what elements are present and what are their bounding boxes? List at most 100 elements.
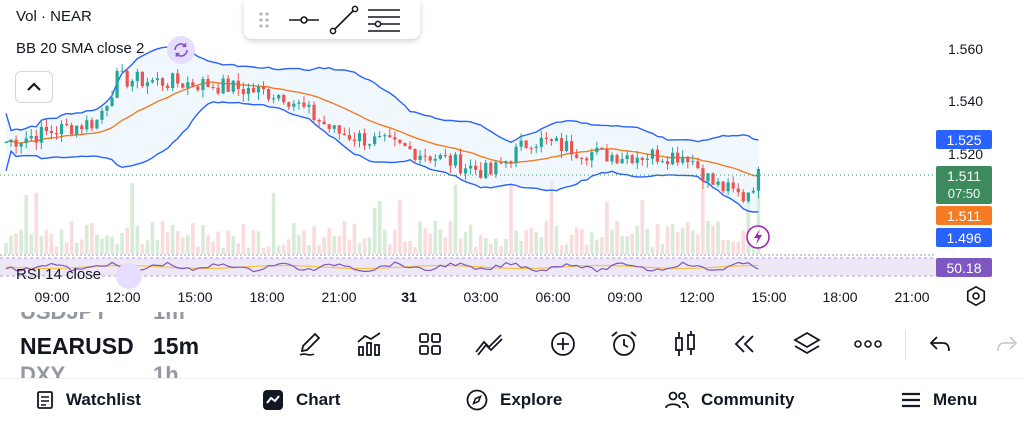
trend-line-icon	[329, 5, 359, 34]
selected-symbol[interactable]: NEARUSD	[20, 333, 134, 359]
collapse-legend-button[interactable]	[15, 71, 53, 103]
symbol-option[interactable]: DXY	[20, 362, 66, 378]
layouts-button[interactable]	[413, 327, 447, 361]
nav-watchlist[interactable]: Watchlist	[36, 379, 141, 421]
horizontal-line-icon	[289, 15, 319, 24]
nav-community-label: Community	[701, 390, 795, 409]
alerts-button[interactable]	[607, 327, 641, 361]
bb-fill	[6, 46, 759, 212]
bb-lower-badge: 1.496	[936, 228, 992, 247]
alarm-icon	[611, 331, 637, 356]
selected-interval[interactable]: 15m	[153, 333, 200, 359]
time-tick: 21:00	[321, 289, 357, 305]
chart-type-button[interactable]	[668, 327, 702, 361]
time-tick: 15:00	[177, 289, 213, 305]
object-tree-button[interactable]	[790, 327, 824, 361]
interval-option[interactable]: 1h	[153, 362, 179, 378]
rsi-settings-button[interactable]	[116, 263, 142, 289]
drawing-settings-button[interactable]	[364, 2, 404, 38]
nav-watchlist-label: Watchlist	[66, 390, 141, 409]
nav-chart-label: Chart	[296, 390, 341, 409]
bb-legend-label[interactable]: BB 20 SMA close 2	[16, 40, 145, 57]
rsi-badge: 50.18	[936, 258, 992, 277]
time-tick: 18:00	[822, 289, 858, 305]
toolbar-divider	[905, 330, 906, 360]
hexagon-settings-icon	[966, 285, 986, 307]
replay-icon	[734, 335, 754, 353]
bottom-navigation: Watchlist Chart Explore Community Menu	[0, 378, 1024, 429]
undo-icon	[929, 336, 950, 352]
symbol-label[interactable]: Vol · NEAR	[16, 8, 92, 25]
time-tick: 21:00	[894, 289, 930, 305]
trend-line-tool[interactable]	[324, 2, 364, 38]
nav-explore[interactable]: Explore	[466, 379, 562, 421]
time-tick: 09:00	[34, 289, 70, 305]
nav-menu-label: Menu	[933, 390, 978, 409]
add-button[interactable]	[546, 327, 580, 361]
volume-bars	[4, 180, 761, 254]
drawing-tools-button[interactable]	[294, 327, 328, 361]
bb-basis-badge: 1.511	[936, 206, 992, 225]
symbol-option[interactable]: USDJPY	[20, 312, 108, 325]
last-price-badge: 1.511 07:50	[936, 166, 992, 204]
horizontal-line-tool[interactable]	[284, 2, 324, 38]
time-tick: 12:00	[679, 289, 715, 305]
candles-icon	[675, 331, 695, 356]
indicators-button[interactable]	[352, 327, 386, 361]
chart-settings-button[interactable]	[964, 284, 988, 308]
price-tick: 1.560	[948, 41, 984, 57]
list-icon	[37, 391, 53, 409]
bb-upper-line	[5, 45, 759, 143]
time-tick: 15:00	[751, 289, 787, 305]
interval-option[interactable]: 1m	[153, 312, 185, 325]
chart-icon	[263, 390, 283, 410]
time-tick: 09:00	[607, 289, 643, 305]
more-icon	[854, 340, 882, 348]
hamburger-menu-icon	[902, 392, 920, 408]
undo-button[interactable]	[923, 327, 957, 361]
bb-lower-line	[5, 101, 759, 213]
symbol-picker-wheel[interactable]: USDJPY NEARUSD DXY	[20, 312, 135, 378]
drag-handle[interactable]	[244, 2, 284, 38]
time-tick: 06:00	[535, 289, 571, 305]
price-tick: 1.540	[948, 93, 984, 109]
patterns-button[interactable]	[472, 327, 506, 361]
nav-explore-label: Explore	[500, 390, 563, 409]
settings-sliders-icon	[368, 8, 400, 32]
pencil-icon	[299, 332, 321, 356]
indicators-icon	[357, 332, 381, 356]
bar-countdown: 07:50	[947, 186, 981, 201]
bb-settings-button[interactable]	[167, 36, 195, 64]
time-tick: 12:00	[105, 289, 141, 305]
price-chart[interactable]	[0, 0, 1024, 312]
drag-handle-icon	[259, 11, 269, 28]
replay-button[interactable]	[728, 327, 762, 361]
redo-button[interactable]	[990, 327, 1024, 361]
grid-icon	[419, 333, 441, 355]
bb-upper-badge: 1.525	[936, 130, 992, 149]
nav-chart[interactable]: Chart	[262, 379, 340, 421]
refresh-icon	[174, 43, 188, 57]
interval-picker-wheel[interactable]: 1m 15m 1h	[153, 312, 223, 378]
nav-community[interactable]: Community	[665, 379, 795, 421]
chart-area[interactable]: Vol · NEAR BB 20 SMA close 2 1.560 1.540…	[0, 0, 1024, 312]
add-icon	[551, 332, 575, 356]
bb-basis-line	[5, 81, 759, 177]
patterns-icon	[475, 334, 503, 356]
people-icon	[665, 391, 689, 409]
price-tick: 1.520	[948, 146, 984, 162]
drawing-toolbar	[244, 0, 420, 39]
nav-menu[interactable]: Menu	[901, 379, 977, 421]
more-button[interactable]	[851, 327, 885, 361]
chevron-up-icon	[27, 82, 41, 91]
layers-icon	[793, 331, 821, 355]
time-tick: 18:00	[249, 289, 285, 305]
rsi-band	[0, 258, 936, 276]
candles	[4, 64, 761, 204]
last-price-value: 1.511	[947, 168, 981, 184]
time-tick: 03:00	[463, 289, 499, 305]
bottom-toolbar: USDJPY NEARUSD DXY 1m 15m 1h	[0, 312, 1024, 378]
rsi-legend-label[interactable]: RSI 14 close	[16, 266, 102, 283]
time-tick-date: 31	[401, 289, 417, 305]
redo-icon	[997, 336, 1018, 352]
